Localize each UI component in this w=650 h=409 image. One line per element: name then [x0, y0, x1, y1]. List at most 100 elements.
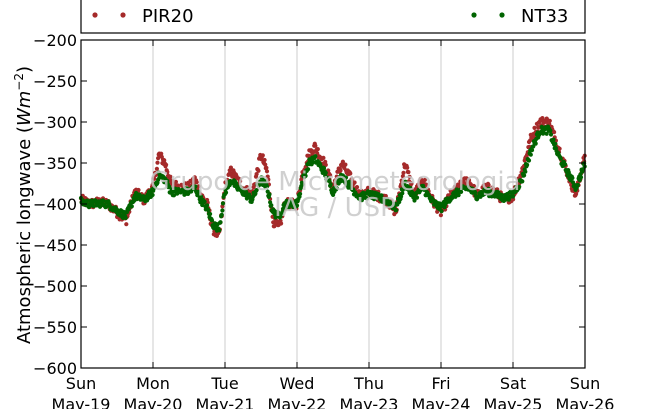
point-nt33 — [220, 208, 225, 213]
point-nt33 — [517, 184, 522, 189]
point-pir20 — [547, 118, 552, 123]
point-pir20 — [409, 181, 414, 186]
point-nt33 — [239, 186, 244, 191]
point-pir20 — [540, 116, 545, 121]
point-nt33 — [328, 182, 333, 187]
point-nt33 — [171, 193, 177, 198]
point-pir20 — [124, 222, 129, 227]
point-pir20 — [343, 162, 348, 167]
x-tick-label-day: Sat — [500, 374, 526, 393]
point-pir20 — [279, 221, 284, 226]
watermark-line1: Grupo de Micrometeorologia — [150, 167, 521, 197]
x-tick-label-day: Tue — [210, 374, 238, 393]
y-tick-label: −350 — [33, 154, 77, 173]
point-nt33 — [403, 179, 408, 184]
point-pir20 — [260, 153, 265, 158]
point-pir20 — [315, 147, 320, 152]
data-points — [78, 116, 587, 238]
point-pir20 — [438, 213, 443, 218]
legend-label-pir20: PIR20 — [142, 6, 194, 27]
point-nt33 — [523, 169, 528, 174]
point-nt33 — [280, 210, 285, 215]
point-nt33 — [196, 189, 201, 194]
point-nt33 — [525, 162, 530, 167]
point-pir20 — [162, 158, 167, 163]
legend-label-nt33: NT33 — [521, 6, 568, 27]
point-nt33 — [529, 148, 535, 153]
point-nt33 — [208, 211, 213, 217]
x-tick-label-date: May-22 — [268, 395, 327, 409]
y-tick-label: −200 — [33, 31, 77, 50]
point-nt33 — [414, 195, 420, 200]
point-pir20 — [262, 157, 267, 163]
watermark-line2: IAG / USP — [274, 193, 396, 223]
point-pir20 — [350, 177, 355, 182]
point-pir20 — [228, 165, 233, 170]
y-axis-label-exponent: −2 — [12, 73, 26, 91]
point-pir20 — [407, 174, 412, 179]
x-tick-label-date: May-23 — [340, 395, 399, 409]
x-tick-label-date: May-24 — [412, 395, 471, 409]
x-tick-label-date: May-20 — [124, 395, 183, 409]
y-tick-label: −550 — [33, 318, 77, 337]
point-nt33 — [267, 192, 272, 197]
y-tick-label: −400 — [33, 195, 77, 214]
point-nt33 — [129, 204, 134, 209]
x-tick-label-date: May-25 — [484, 395, 543, 409]
point-nt33 — [522, 173, 527, 178]
point-pir20 — [532, 125, 537, 130]
point-nt33 — [220, 201, 226, 206]
point-pir20 — [263, 162, 268, 167]
point-nt33 — [85, 198, 90, 203]
point-pir20 — [244, 185, 249, 190]
series-nt33 — [78, 124, 587, 233]
point-nt33 — [510, 194, 516, 199]
point-nt33 — [343, 175, 349, 180]
point-nt33 — [323, 170, 328, 175]
point-pir20 — [196, 184, 201, 189]
point-nt33 — [198, 194, 204, 199]
point-nt33 — [544, 131, 549, 136]
point-pir20 — [405, 165, 410, 170]
point-nt33 — [548, 132, 554, 137]
point-nt33 — [400, 191, 405, 196]
point-pir20 — [154, 166, 159, 171]
point-nt33 — [298, 191, 303, 196]
point-pir20 — [164, 162, 169, 167]
x-tick-label-day: Fri — [431, 374, 450, 393]
point-nt33 — [563, 162, 568, 167]
point-nt33 — [165, 178, 170, 184]
point-pir20 — [194, 180, 199, 185]
legend: PIR20 NT33 — [80, 0, 586, 34]
x-axis-ticks: Sun May-19 Mon May-20 Tue May-21 Wed May-22 Thu M… — [52, 40, 614, 409]
point-nt33 — [269, 203, 274, 208]
point-pir20 — [170, 179, 175, 184]
point-nt33 — [254, 188, 259, 193]
point-pir20 — [165, 169, 170, 175]
point-nt33 — [399, 194, 404, 199]
point-pir20 — [264, 169, 270, 174]
point-nt33 — [202, 199, 207, 204]
point-nt33 — [408, 185, 413, 191]
point-nt33 — [300, 182, 305, 187]
point-nt33 — [421, 183, 426, 188]
point-nt33 — [294, 203, 300, 208]
y-axis-label-close: ) — [14, 66, 35, 73]
point-pir20 — [557, 146, 562, 151]
point-pir20 — [338, 168, 343, 173]
point-nt33 — [283, 205, 288, 210]
point-nt33 — [558, 156, 563, 161]
y-axis-label-text: Atmospheric longwave ( — [14, 126, 35, 344]
point-nt33 — [167, 184, 172, 189]
point-nt33 — [531, 144, 536, 149]
point-pir20 — [510, 197, 516, 202]
legend-marker-nt33 — [471, 12, 505, 18]
point-nt33 — [334, 186, 339, 191]
y-tick-label: −250 — [33, 72, 77, 91]
point-nt33 — [327, 179, 332, 184]
x-tick-label-day: Sun — [66, 374, 96, 393]
x-tick-label-day: Sun — [570, 374, 600, 393]
point-nt33 — [137, 193, 142, 198]
point-pir20 — [400, 174, 405, 179]
point-nt33 — [123, 215, 128, 220]
